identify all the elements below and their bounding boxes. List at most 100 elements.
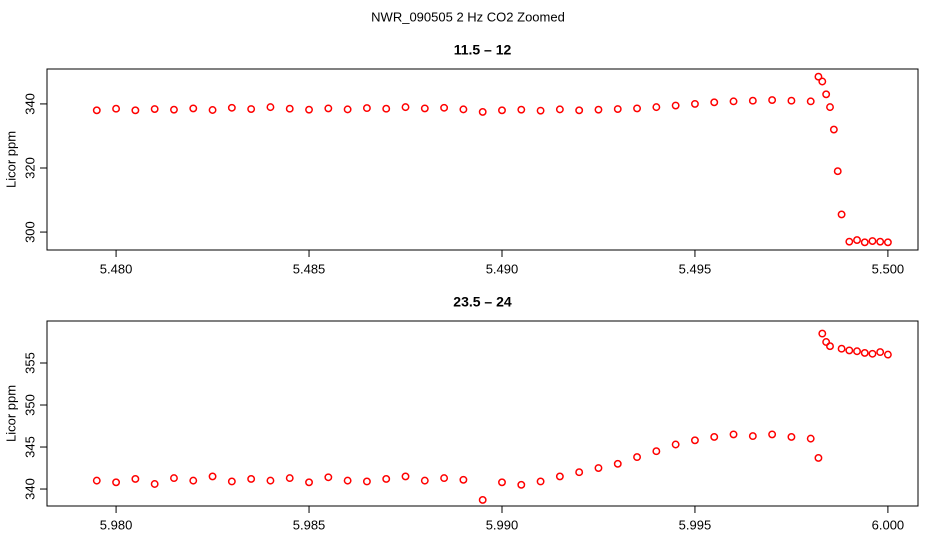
data-point — [814, 453, 823, 462]
data-point — [517, 105, 526, 114]
data-point — [420, 104, 429, 113]
data-point — [652, 103, 661, 112]
y-tick-label: 300 — [22, 221, 37, 243]
data-point — [440, 474, 449, 483]
data-point — [860, 238, 869, 247]
data-point — [382, 104, 391, 113]
data-point — [575, 468, 584, 477]
data-point — [92, 476, 101, 485]
figure-title: NWR_090505 2 Hz CO2 Zoomed — [371, 9, 565, 24]
data-point — [420, 476, 429, 485]
data-point — [818, 77, 827, 86]
data-point — [266, 103, 275, 112]
data-point — [833, 167, 842, 176]
data-point — [671, 101, 680, 110]
data-point — [652, 447, 661, 456]
data-point — [401, 103, 410, 112]
data-point — [575, 106, 584, 115]
data-point — [883, 350, 892, 359]
data-point — [285, 104, 294, 113]
data-point — [613, 459, 622, 468]
data-point — [845, 346, 854, 355]
data-point — [814, 72, 823, 81]
data-point — [362, 477, 371, 486]
y-tick-label: 340 — [22, 478, 37, 500]
panel-title: 23.5 – 24 — [453, 294, 512, 310]
data-point — [868, 349, 877, 358]
data-point — [868, 237, 877, 245]
x-tick-label: 5.490 — [486, 261, 519, 276]
y-tick-label: 340 — [22, 93, 37, 115]
data-point — [208, 472, 217, 481]
data-point — [382, 474, 391, 483]
data-point — [247, 105, 256, 113]
data-point — [876, 348, 885, 357]
data-point — [131, 474, 140, 483]
data-point — [806, 97, 815, 106]
data-point — [112, 104, 121, 113]
data-point — [729, 97, 738, 106]
data-point — [401, 472, 410, 481]
data-point — [478, 496, 487, 504]
data-point — [845, 237, 854, 246]
data-point — [883, 238, 892, 247]
data-point — [285, 474, 294, 483]
data-point — [729, 430, 738, 439]
y-axis-label: Licor ppm — [3, 131, 18, 188]
data-point — [613, 105, 622, 113]
data-point — [710, 98, 719, 107]
data-point — [748, 96, 757, 105]
data-point — [343, 476, 352, 485]
data-point — [150, 480, 159, 488]
data-point — [478, 107, 487, 116]
y-axis-label: Licor ppm — [3, 385, 18, 442]
data-point — [92, 106, 101, 115]
plot-frame — [46, 68, 919, 251]
data-point — [440, 103, 449, 112]
data-point — [594, 105, 603, 114]
data-point — [594, 464, 603, 472]
data-point — [208, 106, 217, 114]
data-point — [826, 342, 834, 351]
data-point — [266, 476, 275, 485]
data-point — [131, 106, 140, 115]
data-point — [768, 96, 777, 105]
data-point — [517, 480, 526, 489]
y-tick-label: 350 — [22, 394, 37, 416]
data-point — [536, 477, 545, 486]
data-point — [787, 432, 796, 441]
x-tick-label: 5.985 — [293, 517, 326, 532]
data-point — [860, 348, 869, 357]
x-tick-label: 5.500 — [872, 261, 905, 276]
y-tick-label: 345 — [22, 436, 37, 458]
data-point — [748, 432, 757, 441]
data-point — [768, 430, 777, 439]
data-point — [170, 105, 178, 114]
data-point — [343, 105, 352, 114]
data-point — [324, 104, 333, 113]
data-point — [305, 105, 313, 114]
data-point — [822, 338, 831, 346]
data-point — [806, 434, 815, 443]
data-point — [305, 478, 313, 487]
data-point — [555, 472, 564, 481]
x-tick-label: 5.990 — [486, 517, 519, 532]
data-point — [459, 475, 468, 484]
data-point — [498, 106, 506, 115]
data-point — [690, 436, 699, 445]
x-tick-label: 5.980 — [100, 517, 133, 532]
data-point — [536, 106, 545, 115]
plot-frame — [46, 320, 919, 507]
data-point — [362, 104, 371, 113]
data-point — [189, 476, 198, 485]
data-point — [876, 237, 885, 246]
x-tick-label: 5.995 — [679, 517, 712, 532]
x-tick-label: 5.485 — [293, 261, 326, 276]
data-point — [837, 344, 846, 353]
data-point — [247, 474, 256, 483]
y-tick-label: 355 — [22, 352, 37, 374]
x-tick-label: 5.480 — [100, 261, 133, 276]
data-point — [227, 477, 236, 486]
data-point — [633, 104, 642, 113]
data-point — [112, 478, 121, 487]
